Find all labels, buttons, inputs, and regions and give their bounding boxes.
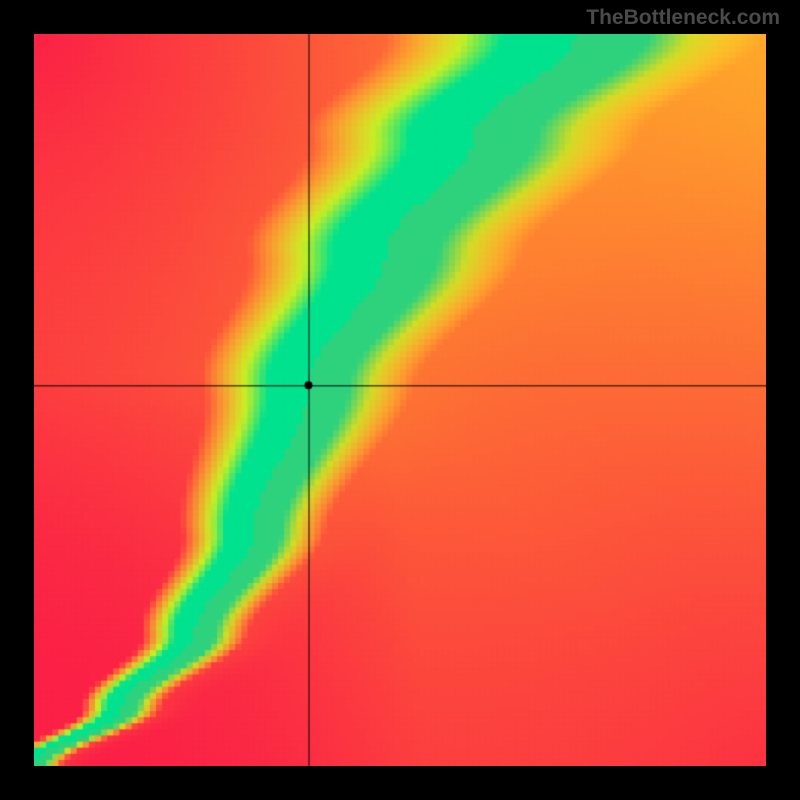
chart-container: TheBottleneck.com [0, 0, 800, 800]
heatmap-canvas [34, 34, 766, 766]
watermark-text: TheBottleneck.com [586, 6, 780, 30]
